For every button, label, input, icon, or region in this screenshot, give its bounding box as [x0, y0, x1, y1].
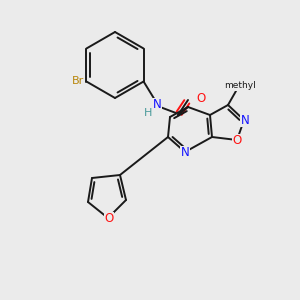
Text: methyl: methyl [224, 82, 256, 91]
Text: H: H [144, 108, 152, 118]
Text: O: O [232, 134, 242, 148]
Text: N: N [153, 98, 161, 112]
Text: N: N [241, 113, 249, 127]
Text: O: O [196, 92, 205, 104]
Text: O: O [104, 212, 114, 226]
Text: Br: Br [72, 76, 84, 86]
Text: N: N [181, 146, 189, 160]
